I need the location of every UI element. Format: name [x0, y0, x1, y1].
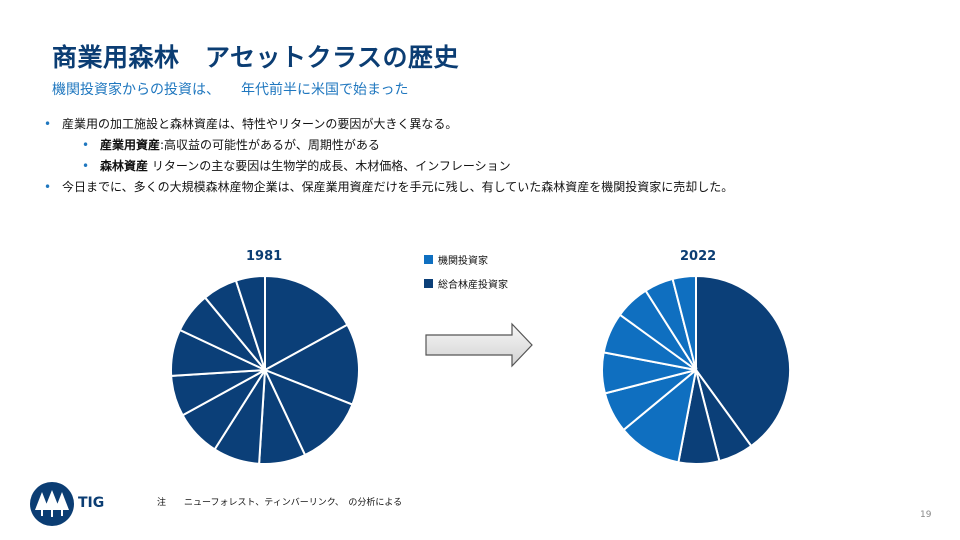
bullet-item: • 産業用の加工施設と森林資産は、特性やリターンの要因が大きく異なる。 — [44, 114, 733, 135]
page-number: 19 — [920, 510, 932, 520]
bullet-text: :高収益の可能性があるが、周期性がある — [160, 138, 380, 152]
bullet-bold-label: 森林資産 — [100, 159, 149, 173]
pie-slice — [264, 274, 349, 372]
pie-slice — [622, 367, 698, 464]
pie-slice — [234, 274, 266, 371]
bullet-dot-icon: • — [82, 159, 90, 173]
bullet-text: 今日までに、多くの大規模森林産物企業は、保産業用資産だけを手元に残し、有していた… — [62, 180, 734, 194]
chart-legend: 機関投資家 総合林産投資家 — [424, 247, 508, 295]
legend-label: 機関投資家 — [438, 255, 488, 267]
logo-text: TIG — [78, 495, 105, 511]
legend-label: 総合林産投資家 — [438, 279, 508, 291]
legend-swatch-institutional — [424, 254, 433, 264]
chart-title-2022: 2022 — [680, 249, 717, 264]
pie-chart-2022 — [601, 274, 791, 465]
bullet-item: • 森林資産 リターンの主な要因は生物学的成長、木材価格、インフレーション — [82, 156, 733, 177]
tig-logo-icon — [30, 482, 74, 526]
pie-chart-1981 — [170, 274, 360, 465]
legend-swatch-integrated — [424, 278, 433, 288]
bullet-text: リターンの主な要因は生物学的成長、木材価格、インフレーション — [148, 159, 511, 173]
legend-item-institutional: 機関投資家 — [424, 247, 508, 271]
chart-title-1981: 1981 — [246, 249, 283, 264]
bullet-bold-label: 産業用資産 — [100, 138, 161, 152]
slide-title: 商業用森林 アセットクラスの歴史 — [52, 43, 460, 72]
bullet-list: • 産業用の加工施設と森林資産は、特性やリターンの要因が大きく異なる。 • 産業… — [44, 114, 733, 198]
pie-slice — [671, 274, 697, 371]
bullet-dot-icon: • — [44, 117, 52, 131]
bullet-item: • 今日までに、多くの大規模森林産物企業は、保産業用資産だけを手元に残し、有して… — [44, 177, 733, 198]
bullet-item: • 産業用資産:高収益の可能性があるが、周期性がある — [82, 135, 733, 156]
pie-slice — [263, 368, 354, 457]
bullet-dot-icon: • — [44, 180, 52, 194]
slide-subtitle: 機関投資家からの投資は、 年代前半に米国で始まった — [52, 82, 409, 98]
pie-slice — [695, 274, 791, 448]
bullet-dot-icon: • — [82, 138, 90, 152]
bullet-text: 産業用の加工施設と森林資産は、特性やリターンの要因が大きく異なる。 — [62, 117, 458, 131]
right-arrow-icon — [425, 322, 533, 368]
footnote: 注 ニューフォレスト、ティンバーリンク、 の分析による — [157, 498, 403, 508]
pie-slice — [262, 323, 360, 406]
legend-item-integrated: 総合林産投資家 — [424, 271, 508, 295]
